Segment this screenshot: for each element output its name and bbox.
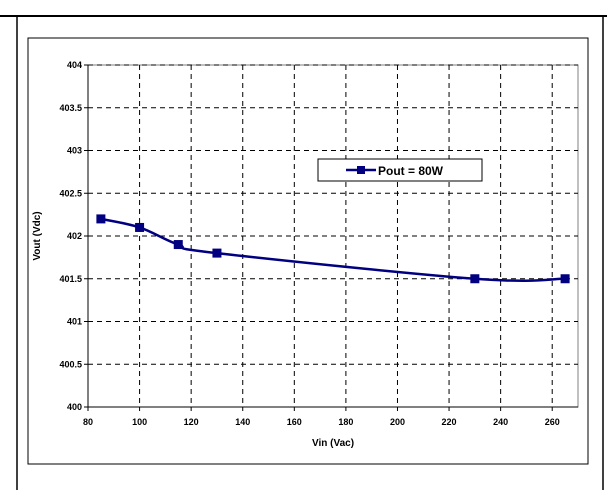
axis-layer: 80 100 120 140 160 180 200 220 240 260 400 400.5 401… <box>59 60 578 427</box>
data-point-marker <box>135 222 145 232</box>
x-tick-label: 220 <box>442 417 457 427</box>
y-tick-label: 401.5 <box>59 274 82 284</box>
x-tick-label: 120 <box>184 417 199 427</box>
x-tick-label: 180 <box>338 417 353 427</box>
legend-label: Pout = 80W <box>378 164 444 178</box>
y-tick-label: 403 <box>67 146 82 156</box>
y-tick-label: 400.5 <box>59 359 82 369</box>
x-tick-label: 260 <box>545 417 560 427</box>
y-tick-label: 402 <box>67 231 82 241</box>
x-tick-label: 160 <box>287 417 302 427</box>
grid-layer <box>88 64 578 407</box>
x-tick-label: 200 <box>390 417 405 427</box>
y-tick-label: 401 <box>67 317 82 327</box>
data-point-marker <box>96 214 106 224</box>
y-tick-label: 402.5 <box>59 188 82 198</box>
y-axis-title: Vout (Vdc) <box>32 211 43 260</box>
y-tick-label: 404 <box>67 60 82 70</box>
y-tick-label: 400 <box>67 402 82 412</box>
data-point-marker <box>173 240 183 250</box>
chart-area-border <box>27 37 589 465</box>
x-tick-label: 240 <box>493 417 508 427</box>
x-axis-title: Vin (Vac) <box>312 438 354 449</box>
legend-marker-swatch <box>357 166 365 174</box>
x-tick-label: 80 <box>83 417 93 427</box>
data-point-marker <box>470 274 480 284</box>
x-tick-label: 100 <box>132 417 147 427</box>
y-tick-label: 403.5 <box>59 103 82 113</box>
series-layer <box>96 214 570 284</box>
data-point-marker <box>212 248 222 258</box>
legend-box <box>317 158 483 182</box>
data-point-marker <box>560 274 570 284</box>
x-tick-label: 140 <box>235 417 250 427</box>
legend: Pout = 80W <box>317 158 483 182</box>
